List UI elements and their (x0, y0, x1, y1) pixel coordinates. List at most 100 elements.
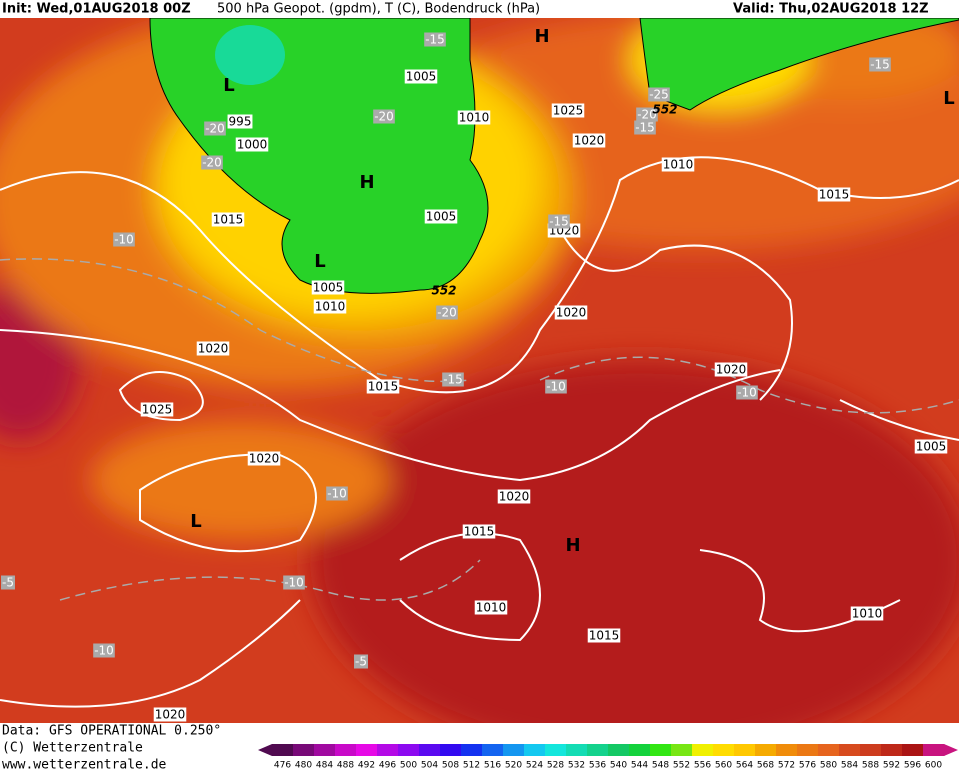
colorbar-swatch (902, 744, 924, 756)
temperature-label: -15 (443, 373, 463, 387)
colorbar-tick-label: 480 (295, 761, 312, 770)
colorbar-tick-label: 536 (589, 761, 606, 770)
isobar-label: 1000 (237, 138, 268, 152)
isobar-label: 1015 (589, 629, 620, 643)
pressure-center: H (565, 535, 580, 556)
temperature-label-box (424, 32, 446, 47)
colorbar-swatch (377, 744, 399, 756)
colorbar-swatch (755, 744, 777, 756)
isobar-label-box (474, 600, 508, 615)
temperature-label-box (648, 87, 670, 102)
colorbar-swatch (419, 744, 441, 756)
colorbar-swatch (860, 744, 882, 756)
colorbar-tick-label: 588 (862, 761, 879, 770)
init-time: Init: Wed,01AUG2018 00Z (2, 2, 191, 17)
colorbar-tick-label: 484 (316, 761, 333, 770)
pressure-center: L (943, 88, 954, 109)
isobar-label: 1010 (852, 607, 883, 621)
colorbar-tick-label: 576 (799, 761, 816, 770)
colorbar-tick-label: 552 (673, 761, 690, 770)
isobar-label: 1020 (556, 306, 587, 320)
isobar-label-box (424, 209, 458, 224)
colorbar-tick-label: 512 (463, 761, 480, 770)
temperature-label-box (442, 372, 464, 387)
isobar-label: 1005 (426, 210, 457, 224)
copyright: (C) Wetterzentrale (2, 741, 143, 756)
pressure-center: L (314, 251, 325, 272)
isobar-label-box (196, 341, 230, 356)
colorbar-end (944, 744, 958, 756)
isobar-label-box (153, 707, 187, 722)
colorbar-tick-label: 544 (631, 761, 648, 770)
isobar-label: 1020 (716, 363, 747, 377)
isobar-label-box (587, 628, 621, 643)
isobar-label: 1015 (464, 525, 495, 539)
temperature-label: -25 (649, 88, 669, 102)
colorbar-swatch (650, 744, 672, 756)
colorbar-tick-label: 496 (379, 761, 396, 770)
isobar-label-box (313, 299, 347, 314)
isobar-label-box (235, 137, 269, 152)
isobar-label-box (404, 69, 438, 84)
isobar-label-box (457, 110, 491, 125)
isobar-label-box (462, 524, 496, 539)
colorbar-swatch (839, 744, 861, 756)
isobar-label-box (572, 133, 606, 148)
colorbar-swatch (629, 744, 651, 756)
colorbar-swatch (692, 744, 714, 756)
isobar-label: 1025 (142, 403, 173, 417)
temperature-label: -10 (327, 487, 347, 501)
colorbar-swatch (734, 744, 756, 756)
colorbar-tick-label: 592 (883, 761, 900, 770)
temperature-label: -10 (114, 233, 134, 247)
colorbar-swatch (398, 744, 420, 756)
colorbar-swatch (881, 744, 903, 756)
colorbar-tick-label: 596 (904, 761, 921, 770)
colorbar-tick-label: 580 (820, 761, 837, 770)
temperature-label-box (201, 155, 223, 170)
isobar-label-box (227, 114, 253, 129)
colorbar-tick-label: 500 (400, 761, 417, 770)
map-labels: 1005 995 1000 1010 1025 1020 1010 1015 1015 1005 1… (1, 26, 955, 722)
temperature-label: -10 (284, 576, 304, 590)
temperature-label-box (736, 385, 758, 400)
pressure-center: L (190, 511, 201, 532)
colorbar-swatch (797, 744, 819, 756)
data-source: Data: GFS OPERATIONAL 0.250° (2, 724, 221, 739)
isobar-label-box (817, 187, 851, 202)
isobar-label: 1010 (459, 111, 490, 125)
temperature-label: -5 (355, 655, 367, 669)
temperature-label-box (204, 121, 226, 136)
valid-time: Valid: Thu,02AUG2018 12Z (733, 2, 929, 17)
colorbar-swatch (335, 744, 357, 756)
temperature-label-box (634, 120, 656, 135)
colorbar-tick-label: 600 (925, 761, 942, 770)
colorbar-tick-label: 508 (442, 761, 459, 770)
colorbar-swatch (776, 744, 798, 756)
isobar-label: 1005 (916, 440, 947, 454)
isobar-label: 995 (229, 115, 252, 129)
temperature-label: -15 (635, 121, 655, 135)
temperature-label: -20 (202, 156, 222, 170)
colorbar-tick-label: 492 (358, 761, 375, 770)
temperature-label-box (326, 486, 348, 501)
temperature-label-box (636, 107, 658, 122)
isobar-label-box (247, 451, 281, 466)
temperature-label-box (548, 214, 570, 229)
colorbar-swatch (314, 744, 336, 756)
isobar-label-box (366, 379, 400, 394)
temperature-label: -15 (870, 58, 890, 72)
temperature-label: -20 (374, 110, 394, 124)
pressure-center: H (359, 172, 374, 193)
temperature-label-box (113, 232, 135, 247)
colorbar-tick-label: 572 (778, 761, 795, 770)
isobar-label: 1020 (198, 342, 229, 356)
isobar-label-box (140, 402, 174, 417)
colorbar-end (258, 744, 272, 756)
colorbar-tick-label: 520 (505, 761, 522, 770)
isobar-label: 1005 (406, 70, 437, 84)
colorbar-swatch (566, 744, 588, 756)
colorbar-tick-label: 488 (337, 761, 354, 770)
